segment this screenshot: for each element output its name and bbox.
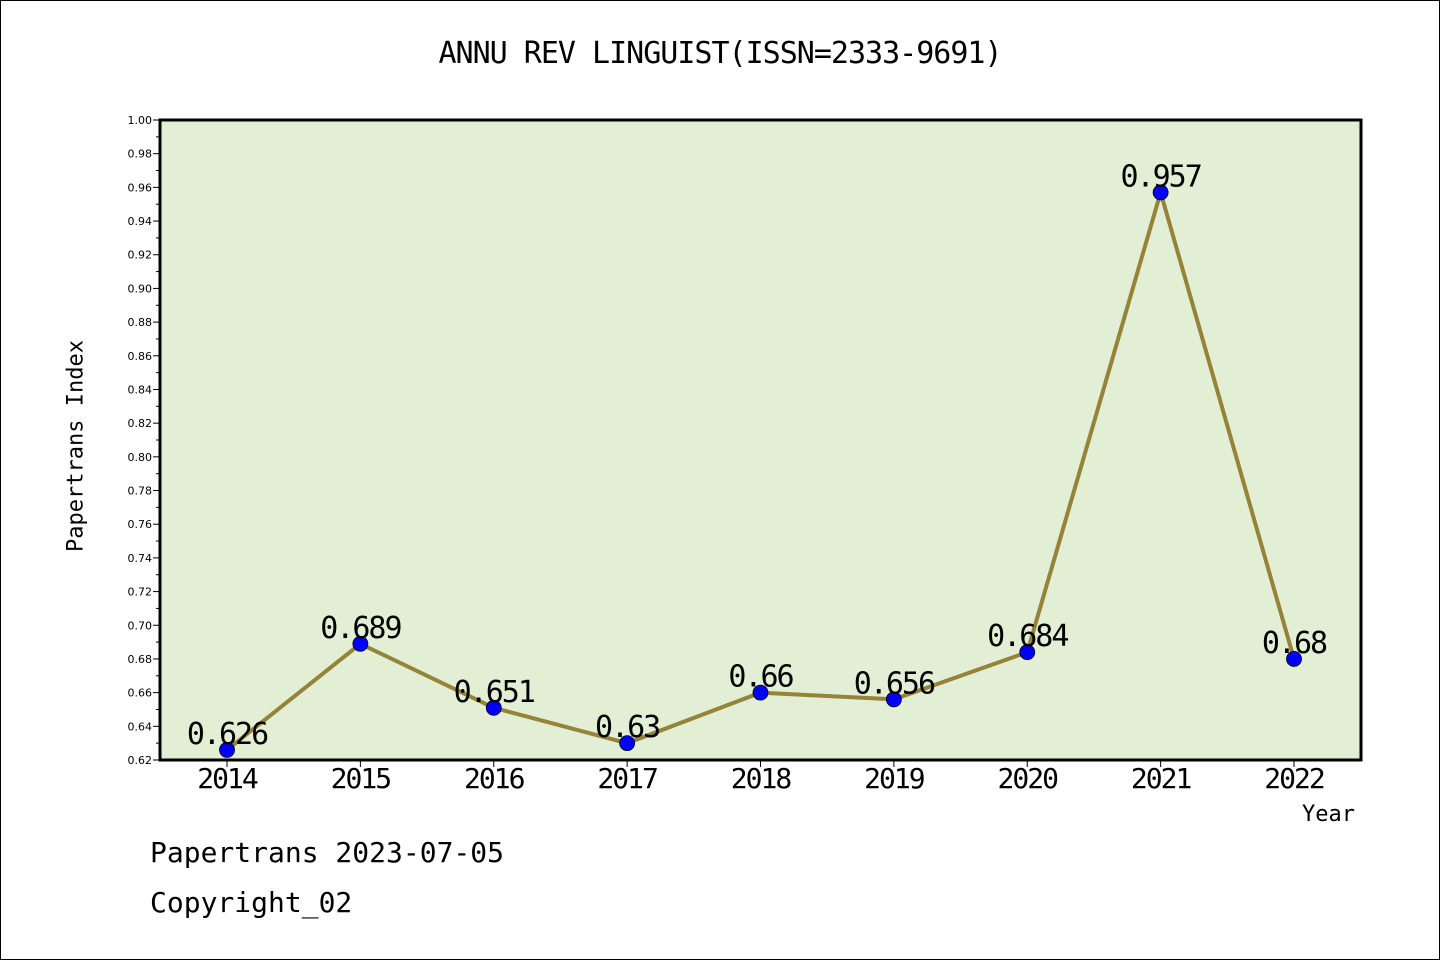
data-point: [485, 699, 502, 716]
y-tick-label: 0.66: [128, 687, 153, 700]
y-tick-label: 0.74: [128, 552, 153, 565]
y-axis-title: Papertrans Index: [63, 340, 89, 552]
data-label: 0.63: [595, 710, 659, 745]
y-tick-label: 0.80: [128, 451, 153, 464]
y-tick-label: 0.76: [128, 518, 153, 531]
y-tick-label: 0.68: [128, 653, 153, 666]
data-point: [1286, 651, 1302, 667]
data-label: 0.66: [728, 660, 793, 695]
data-point: [619, 735, 636, 752]
x-tick-label: 2021: [1131, 762, 1191, 795]
data-label: 0.689: [320, 611, 401, 646]
x-tick-label: 2020: [998, 762, 1059, 795]
series: [219, 184, 1302, 758]
data-label: 0.651: [454, 675, 535, 710]
x-tick-label: 2014: [197, 762, 258, 795]
x-tick-label: 2017: [597, 762, 657, 795]
data-point: [219, 741, 235, 758]
y-tick-label: 0.70: [128, 619, 153, 632]
x-tick-label: 2016: [464, 762, 525, 795]
data-label: 0.957: [1120, 159, 1200, 194]
x-tick-label: 2015: [331, 762, 391, 795]
y-tick-label: 0.64: [128, 720, 153, 733]
data-point: [885, 691, 902, 708]
y-tick-label: 0.72: [128, 586, 153, 599]
y-tick-label: 0.88: [128, 316, 153, 329]
y-tick-label: 0.92: [128, 249, 153, 262]
y-tick-label: 0.82: [128, 417, 153, 430]
y-tick-label: 0.86: [128, 350, 153, 363]
data-point: [1019, 644, 1036, 661]
y-tick-label: 0.98: [128, 148, 153, 161]
y-axis: 0.62 0.64 0.66 0.68 0.70 0.72 0.74 0.76 0.78 0.80…: [128, 114, 160, 767]
data-label: 0.684: [987, 619, 1068, 654]
x-tick-label: 2018: [731, 762, 792, 795]
data-point: [352, 635, 369, 652]
x-axis-title: Year: [1302, 802, 1355, 827]
chart-title: ANNU REV LINGUIST(ISSN=2333-9691): [438, 36, 1002, 71]
footer-date: Papertrans 2023-07-05: [150, 836, 505, 869]
data-point: [752, 684, 769, 701]
y-tick-label: 0.96: [128, 181, 153, 194]
x-tick-label: 2019: [864, 762, 924, 795]
data-labels: 0.626 0.689 0.651 0.63 0.66 0.656 0.684 0.957 0.…: [187, 159, 1329, 752]
y-tick-label: 1.00: [128, 114, 153, 127]
y-tick-label: 0.62: [128, 754, 153, 767]
y-tick-label: 0.90: [128, 282, 153, 295]
y-tick-label: 0.78: [128, 485, 153, 498]
data-point: [1152, 184, 1169, 201]
x-tick-label: 2022: [1264, 762, 1324, 795]
data-label: 0.656: [854, 666, 935, 701]
data-label: 0.626: [187, 717, 268, 752]
data-label: 0.68: [1262, 626, 1327, 661]
y-tick-label: 0.84: [128, 383, 153, 396]
plot-area: [158, 118, 1363, 762]
x-axis: 2014 2015 2016 2017 2018 2019 2020 2021 2022: [197, 760, 1326, 795]
y-tick-label: 0.94: [128, 215, 153, 228]
footer-copyright: Copyright_02: [150, 886, 353, 919]
